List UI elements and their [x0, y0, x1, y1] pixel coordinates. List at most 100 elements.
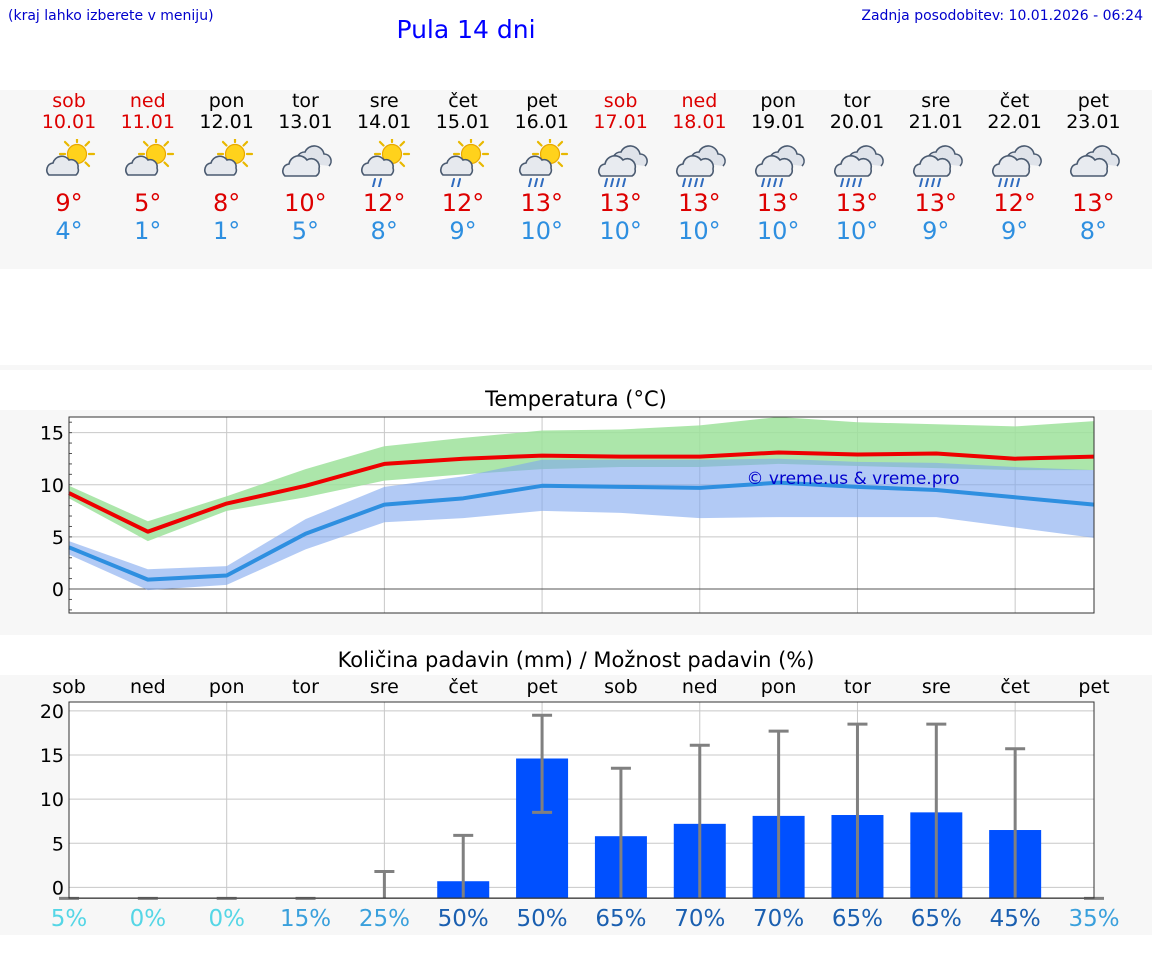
temp-min: 1°	[134, 217, 162, 245]
precip-probability-label: 65%	[832, 906, 883, 932]
day-name: pet	[526, 90, 558, 112]
temp-max: 5°	[134, 189, 162, 217]
precip-day-label: sob	[604, 676, 638, 698]
day-column: tor 13.01 10° 5°	[265, 90, 345, 245]
precipitation-panel: 0 5 10 15 20 sob ned pon tor sre čet pet sob ned pon to…	[0, 675, 1152, 935]
temperature-chart-title: Temperatura (°C)	[485, 387, 667, 411]
sun-ray	[221, 140, 228, 147]
day-name: pet	[1077, 90, 1109, 112]
temp-max: 10°	[284, 189, 327, 217]
cloud-front	[282, 155, 321, 177]
temp-max: 8°	[212, 189, 241, 217]
sun-ray	[84, 140, 91, 147]
cloud-shape	[203, 155, 237, 176]
cloud-shape	[361, 155, 395, 176]
cloud-front	[991, 155, 1030, 177]
temperature-panel: 0 5 10 15 © vreme.us & vreme.pro	[0, 410, 1152, 635]
day-date: 14.01	[356, 111, 412, 133]
rain-drop	[609, 178, 614, 187]
precip-day-label: sre	[370, 676, 399, 698]
cloud-shape	[440, 155, 474, 176]
rain-drop	[773, 178, 778, 187]
temp-max: 13°	[756, 189, 800, 217]
precip-day-label: pon	[209, 676, 245, 698]
cloudy-icon	[1070, 145, 1121, 177]
daily-forecast-strip: sob 10.01 9° 4° ned 11.01 5° 1° pon 12.01 8° 1° tor 1…	[0, 90, 1152, 269]
precip-y-tick-label: 5	[52, 833, 64, 855]
rain-drop	[603, 178, 608, 187]
day-name: sob	[603, 90, 638, 112]
rain-drop	[1003, 178, 1008, 187]
sun-cloud-light-rain-icon	[440, 139, 490, 187]
region-menu-hint: (kraj lahko izberete v meniju)	[8, 8, 214, 24]
day-name: pon	[208, 90, 245, 112]
day-column: čet 15.01 12° 9°	[423, 90, 503, 245]
precip-probability-label: 15%	[280, 906, 331, 932]
rain-drop	[527, 178, 532, 187]
day-name: ned	[681, 90, 718, 112]
rain-drop	[688, 178, 693, 187]
temp-min: 10°	[835, 217, 879, 245]
temp-min: 10°	[756, 217, 800, 245]
day-date: 21.01	[908, 111, 963, 133]
cloud-rain-icon	[597, 145, 648, 187]
rain-drop	[621, 178, 626, 187]
day-date: 19.01	[750, 111, 806, 133]
precip-probability-label: 65%	[911, 906, 962, 932]
icon-art	[597, 145, 648, 187]
temperature-y-tick-label: 0	[52, 579, 64, 601]
sun-ray	[163, 161, 169, 168]
precip-probability-label: 45%	[990, 906, 1041, 932]
icon-art	[1070, 145, 1121, 177]
rain-drop	[918, 178, 923, 187]
precip-day-label: pon	[761, 676, 797, 698]
sun-cloud-rain-icon	[518, 139, 568, 187]
icon-art	[440, 139, 490, 187]
rain-drop	[682, 178, 687, 187]
day-date: 11.01	[120, 111, 175, 133]
day-column: sre 21.01 13° 9°	[896, 90, 976, 245]
temp-max: 13°	[520, 189, 564, 217]
sun-ray	[241, 161, 248, 168]
rain-drop	[372, 178, 377, 187]
icon-art	[676, 145, 727, 187]
temp-max: 9°	[55, 189, 83, 217]
cloud-shape	[124, 155, 158, 176]
precip-y-tick-label: 10	[40, 789, 64, 811]
day-column: sob 17.01 13° 10°	[581, 90, 661, 245]
sun-ray	[536, 140, 543, 147]
rain-drop	[451, 178, 455, 187]
icon-art	[203, 139, 253, 176]
day-column: pet 16.01 13° 10°	[502, 90, 582, 245]
temp-max: 13°	[914, 189, 958, 217]
icon-art	[361, 139, 411, 187]
sun-ray	[163, 140, 169, 147]
icon-art	[518, 139, 568, 187]
temp-min: 10°	[678, 217, 721, 245]
precip-probability-label: 70%	[753, 906, 804, 932]
precip-probability-label: 0%	[130, 906, 167, 932]
day-name: čet	[999, 90, 1030, 112]
icon-art	[755, 145, 806, 187]
precip-probability-label: 65%	[595, 906, 646, 932]
precip-day-label: tor	[844, 676, 871, 698]
rain-drop	[694, 178, 699, 187]
day-column: tor 20.01 13° 10°	[817, 90, 897, 245]
temp-min: 8°	[370, 217, 398, 245]
precip-day-label: ned	[682, 676, 718, 698]
temp-max: 13°	[1072, 189, 1115, 217]
cloud-rain-icon	[912, 145, 963, 187]
day-column: sob 10.01 9° 4°	[29, 90, 109, 245]
rain-drop	[858, 178, 862, 187]
rain-drop	[700, 178, 705, 187]
temp-min: 10°	[599, 217, 642, 245]
precip-probability-label: 70%	[674, 906, 725, 932]
temp-max: 12°	[441, 189, 485, 217]
precip-day-label: sre	[922, 676, 951, 698]
sun-ray	[241, 140, 248, 147]
day-date: 17.01	[593, 111, 648, 133]
cloud-shape	[46, 155, 80, 176]
cloud-rain-icon	[834, 145, 884, 187]
cloud-front	[1070, 155, 1109, 177]
cloud-rain-icon	[676, 145, 727, 187]
